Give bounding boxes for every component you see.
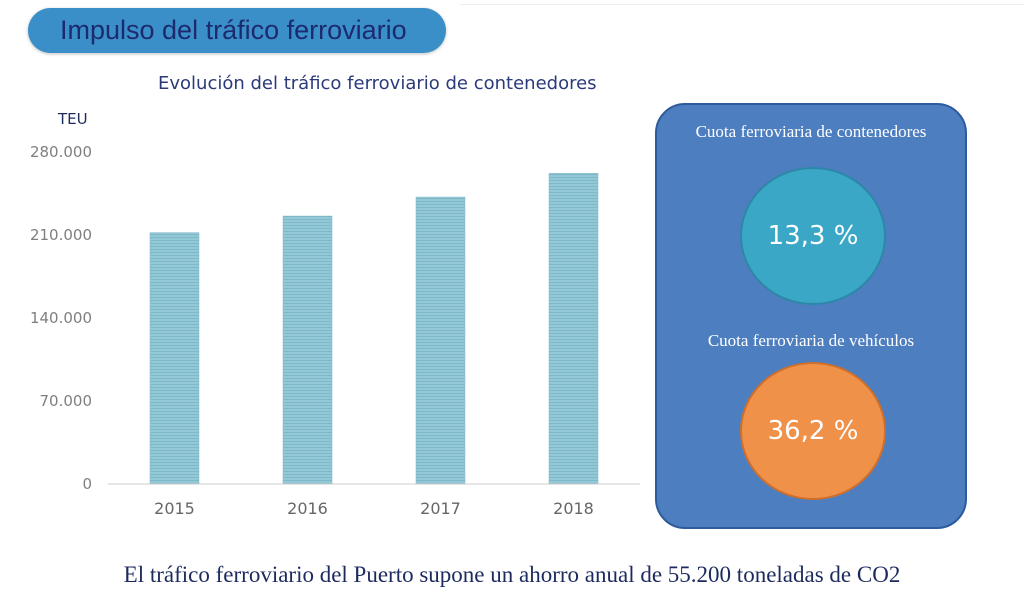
x-tick-label: 2015 [154, 499, 195, 518]
footer-statement: El tráfico ferroviario del Puerto supone… [123, 562, 901, 587]
y-tick-label: 140.000 [30, 309, 92, 327]
section-header: Impulso del tráfico ferroviario [28, 8, 446, 53]
vehicles-share-value: 36,2 % [767, 416, 859, 446]
y-axis-unit-label: TEU [58, 110, 88, 128]
containers-share-label: Cuota ferroviaria de contenedores [695, 122, 927, 141]
chart-title: Evolución del tráfico ferroviario de con… [158, 73, 597, 94]
top-divider [460, 4, 1024, 5]
vehicles-share-label: Cuota ferroviaria de vehículos [707, 331, 915, 350]
bar-chart: 0 70.000 140.000 210.000 280.000 2015 2016 201… [30, 143, 640, 518]
y-tick-label: 210.000 [30, 226, 92, 244]
x-tick-label: 2018 [553, 499, 594, 518]
x-tick-label: 2016 [287, 499, 328, 518]
containers-share-value: 13,3 % [767, 221, 859, 251]
rail-share-panel: Cuota ferroviaria de contenedores 13,3 %… [655, 103, 967, 529]
bar-2015 [149, 232, 200, 485]
y-tick-label: 280.000 [30, 143, 92, 161]
y-tick-label: 0 [82, 475, 92, 493]
vehicles-share-circle: 36,2 % [740, 362, 886, 500]
containers-share-circle: 13,3 % [740, 167, 886, 305]
bar-2017 [415, 196, 466, 485]
y-tick-label: 70.000 [40, 392, 93, 410]
x-tick-label: 2017 [420, 499, 461, 518]
section-title: Impulso del tráfico ferroviario [60, 15, 407, 45]
bar-2018 [548, 173, 599, 485]
bar-2016 [282, 215, 333, 485]
